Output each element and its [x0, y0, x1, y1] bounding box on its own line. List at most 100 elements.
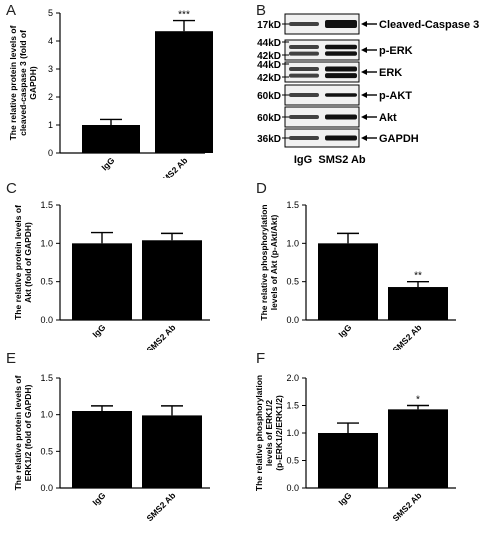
y-axis-label-line-d: The relative phosphorylation [259, 204, 269, 320]
y-tick-label-a: 5 [48, 8, 53, 18]
bar-e-2 [142, 415, 202, 488]
significance-d-2: ** [414, 271, 422, 282]
y-tick-label-f: 1.0 [286, 428, 299, 438]
y-tick-label-f: 1.5 [286, 401, 299, 411]
y-axis-label-f: The relative phosphorylationlevels of ER… [254, 375, 284, 491]
y-axis-label-line-a: GAPDH) [28, 66, 38, 100]
y-tick-label-e: 0.0 [40, 483, 53, 493]
y-axis-label-line-f: The relative phosphorylation [254, 375, 264, 491]
panel-letter-f: F [256, 350, 266, 367]
bar-d-2 [388, 287, 448, 320]
x-tick-label-c-2: SMS2 Ab [145, 322, 178, 350]
y-tick-label-d: 1.5 [286, 200, 299, 210]
x-tick-label-f-2: SMS2 Ab [391, 490, 424, 523]
y-axis-label-a: The relative protein levels ofcleaved-ca… [8, 25, 38, 140]
chart-d: 0.0 0.5 1.0 1.5 The relative phosphorylation… [259, 200, 456, 350]
kd-label-cleaved-caspase-3: 17kD [257, 20, 281, 31]
y-tick-label-a: 4 [48, 36, 53, 46]
panel-letter-e: E [6, 350, 17, 367]
significance-f-2: * [416, 395, 420, 406]
arrow-head-gapdh [361, 135, 367, 141]
band-sms2-akt [325, 114, 357, 120]
y-tick-label-a: 3 [48, 64, 53, 74]
panel-letter-d: D [256, 180, 267, 197]
band-igg-erk [289, 73, 319, 78]
band-sms2-erk [325, 73, 357, 79]
panel-letter-c: C [6, 180, 17, 197]
y-tick-label-a: 0 [48, 148, 53, 158]
y-tick-label-f: 0.0 [286, 483, 299, 493]
band-sms2-cleaved-caspase-3 [325, 20, 357, 28]
x-tick-label-d-1: IgG [336, 322, 353, 339]
band-sms2-erk [325, 66, 357, 72]
y-axis-label-line-a: The relative protein levels of [8, 25, 18, 140]
chart-e: 0.0 0.5 1.0 1.5 The relative protein levels … [13, 373, 210, 523]
y-tick-label-d: 1.0 [286, 238, 299, 248]
protein-label-cleaved-caspase-3: Cleaved-Caspase 3 [379, 19, 479, 31]
band-igg-gapdh [289, 136, 319, 140]
x-tick-label-e-1: IgG [90, 490, 107, 507]
band-igg-akt [289, 115, 319, 119]
y-tick-label-c: 0.0 [40, 315, 53, 325]
blot-box-erk [284, 61, 360, 83]
bar-e-1 [72, 411, 132, 488]
blot-box-p-erk [284, 39, 360, 61]
x-tick-label-c-1: IgG [90, 322, 107, 339]
arrow-head-p-akt [361, 92, 367, 98]
y-axis-label-line-a: cleaved-caspase 3 (fold of [18, 30, 28, 136]
band-igg-p-akt [289, 93, 319, 97]
arrow-head-akt [361, 114, 367, 120]
arrow-head-erk [361, 69, 367, 75]
band-igg-p-erk [289, 45, 319, 49]
protein-label-erk: ERK [379, 67, 402, 79]
bar-f-1 [318, 433, 378, 488]
arrow-head-p-erk [361, 47, 367, 53]
bar-c-2 [142, 240, 202, 320]
arrow-head-cleaved-caspase-3 [361, 21, 367, 27]
band-igg-erk [289, 67, 319, 71]
protein-label-p-akt: p-AKT [379, 90, 412, 102]
protein-label-gapdh: GAPDH [379, 133, 419, 145]
y-axis-label-line-f: (p-ERK1/2/ERK1/2) [274, 395, 284, 471]
panel-letter-b: B [256, 2, 267, 19]
y-axis-label-line-f: levels of ERK1/2 [264, 400, 274, 466]
bar-d-1 [318, 243, 378, 320]
bar-a-2 [155, 31, 213, 154]
chart-a: 0 1 2 3 4 5 The relative protein levels ofclea… [8, 8, 213, 178]
y-tick-label-c: 1.5 [40, 200, 53, 210]
x-tick-label-f-1: IgG [336, 490, 353, 507]
y-tick-label-a: 1 [48, 120, 53, 130]
bar-a-1 [82, 125, 140, 153]
protein-label-p-erk: p-ERK [379, 45, 413, 57]
bar-c-1 [72, 243, 132, 320]
y-axis-label-e: The relative protein levels ofERK1/2 (fo… [13, 375, 33, 490]
y-axis-label-line-c: The relative protein levels of [13, 205, 23, 320]
y-tick-label-d: 0.5 [286, 277, 299, 287]
lane-label-1: IgG [294, 154, 312, 166]
kd-label-erk: 44kD [257, 60, 281, 71]
band-igg-cleaved-caspase-3 [289, 22, 319, 26]
y-tick-label-e: 1.5 [40, 373, 53, 383]
band-sms2-gapdh [325, 135, 357, 141]
x-tick-label-e-2: SMS2 Ab [145, 490, 178, 523]
y-tick-label-e: 1.0 [40, 410, 53, 420]
y-axis-label-line-c: Akt (fold of GAPDH) [23, 222, 33, 303]
y-axis-label-c: The relative protein levels ofAkt (fold … [13, 205, 33, 320]
significance-a-2: *** [178, 10, 190, 21]
y-tick-label-a: 2 [48, 92, 53, 102]
band-sms2-p-erk [325, 51, 357, 56]
y-tick-label-c: 0.5 [40, 277, 53, 287]
band-sms2-p-erk [325, 44, 357, 50]
protein-label-akt: Akt [379, 112, 397, 124]
kd-label-p-erk: 42kD [257, 51, 281, 62]
chart-c: 0.0 0.5 1.0 1.5 The relative protein levels … [13, 200, 210, 350]
kd-label-erk: 42kD [257, 73, 281, 84]
x-tick-label-d-2: SMS2 Ab [391, 322, 424, 350]
kd-label-p-erk: 44kD [257, 38, 281, 49]
y-axis-label-line-e: The relative protein levels of [13, 375, 23, 490]
band-igg-p-erk [289, 51, 319, 56]
kd-label-akt: 60kD [257, 113, 281, 124]
y-tick-label-c: 1.0 [40, 238, 53, 248]
